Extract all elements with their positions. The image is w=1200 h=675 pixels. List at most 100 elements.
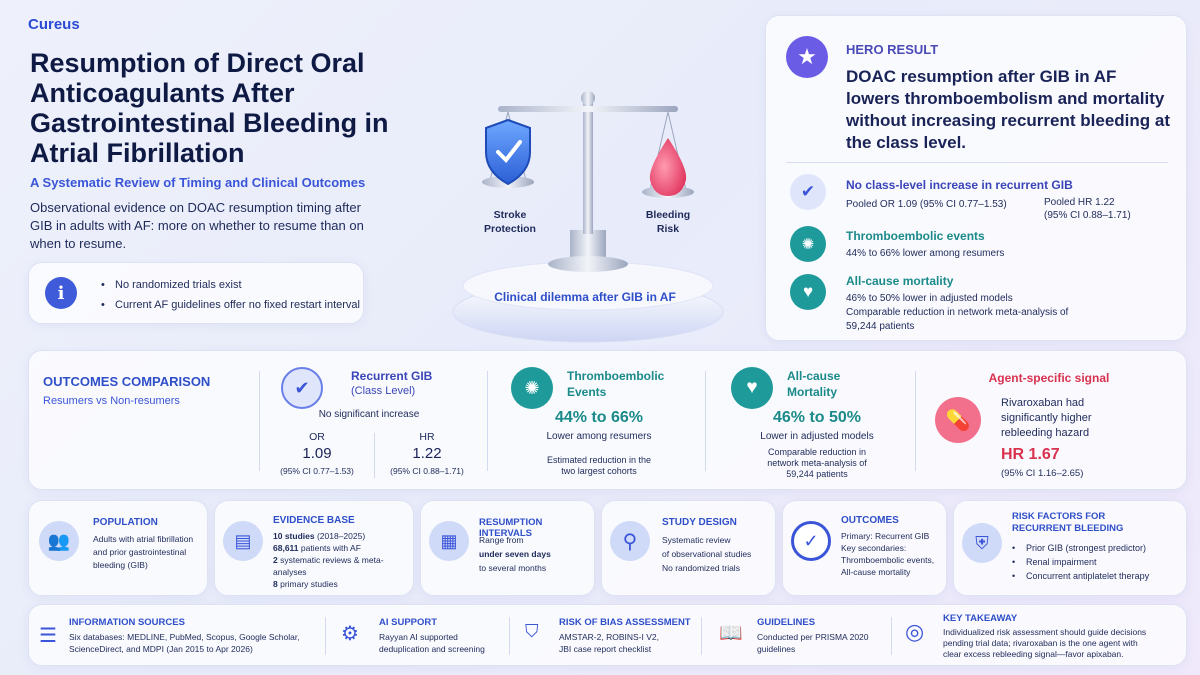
- evidence-card: ▤ EVIDENCE BASE 10 studies (2018–2025) 6…: [214, 500, 414, 596]
- sources-line: Six databases: MEDLINE, PubMed, Scopus, …: [69, 632, 300, 642]
- page-title: Resumption of Direct Oral Anticoagulants…: [30, 48, 389, 168]
- hero-item-text: 46% to 50% lower in adjusted models: [846, 293, 1013, 304]
- outcomes-summary-line: All-cause mortality: [841, 567, 911, 577]
- risk-title: RISK FACTORS FOR: [1012, 511, 1106, 522]
- thrombo-note: Lower among resumers: [546, 431, 652, 442]
- bias-line: JBI case report checklist: [559, 644, 652, 654]
- design-line: Systematic review: [662, 535, 731, 545]
- agent-text: significantly higher: [1001, 412, 1092, 424]
- hr-ci: (95% CI 0.88–1.71): [390, 466, 464, 476]
- robot-icon: ⚙: [341, 623, 359, 645]
- hero-item-aside: (95% CI 0.88–1.71): [1044, 210, 1131, 221]
- info-icon: i: [45, 277, 77, 309]
- scale-illustration: Stroke Protection Bleeding Risk Clinical…: [420, 80, 750, 350]
- mortality-value: 46% to 50%: [772, 409, 862, 426]
- mortality-sub: Comparable reduction in: [767, 447, 867, 457]
- bleeding-label: Bleeding: [645, 209, 691, 221]
- database-icon: ☰: [39, 625, 57, 647]
- outcomes-heading: OUTCOMES COMPARISON: [43, 374, 211, 389]
- check-circle-icon: ✓: [791, 521, 831, 561]
- design-card: ⚲ STUDY DESIGN Systematic review of obse…: [601, 500, 776, 596]
- outcomes-summary-card: ✓ OUTCOMES Primary: Recurrent GIB Key se…: [782, 500, 947, 596]
- mortality-sub: network meta-analysis of: [767, 458, 867, 468]
- methods-strip: ☰ INFORMATION SOURCES Six databases: MED…: [28, 604, 1187, 666]
- hero-item-text: Comparable reduction in network meta-ana…: [846, 307, 1069, 318]
- design-line: No randomized trials: [662, 563, 740, 573]
- scale-caption: Clinical dilemma after GIB in AF: [494, 290, 676, 304]
- brain-icon: ✺: [790, 226, 826, 262]
- evidence-count: 2: [273, 555, 278, 565]
- risk-item: Renal impairment: [1012, 555, 1149, 569]
- recurrent-note: No significant increase: [318, 409, 420, 420]
- outcomes-summary-line: Primary: Recurrent GIB: [841, 531, 930, 541]
- agent-text: rebleeding hazard: [1001, 427, 1090, 439]
- risk-title: RECURRENT BLEEDING: [1012, 523, 1124, 534]
- design-title: STUDY DESIGN: [662, 517, 737, 528]
- intervals-line: to several months: [479, 563, 547, 573]
- info-item: No randomized trials exist: [101, 275, 360, 295]
- thrombo-sub: Estimated reduction in the: [546, 455, 652, 465]
- hr-label: HR: [419, 431, 435, 443]
- risk-item: Prior GIB (strongest predictor): [1012, 541, 1149, 555]
- evidence-line: patients with AF: [298, 543, 361, 553]
- evidence-count: 10 studies: [273, 531, 315, 541]
- population-line: bleeding (GIB): [93, 560, 148, 570]
- bleeding-label: Risk: [656, 223, 680, 235]
- brain-icon: ✺: [511, 367, 553, 409]
- bias-title: RISK OF BIAS ASSESSMENT: [559, 617, 691, 628]
- heart-icon: ♥: [731, 367, 773, 409]
- intervals-title: RESUMPTION INTERVALS: [479, 517, 543, 539]
- population-line: Adults with atrial fibrillation: [93, 534, 194, 544]
- outcomes-subheading: Resumers vs Non-resumers: [43, 395, 180, 407]
- bias-line: AMSTAR-2, ROBINS-I V2,: [559, 632, 659, 642]
- takeaway-line: Individualized risk assessment should gu…: [943, 627, 1147, 637]
- outcomes-summary-title: OUTCOMES: [841, 515, 899, 526]
- evidence-line: primary studies: [277, 579, 338, 589]
- stroke-label: Stroke: [493, 209, 527, 221]
- risk-item: Concurrent antiplatelet therapy: [1012, 569, 1149, 583]
- hero-result-card: ★ HERO RESULT DOAC resumption after GIB …: [765, 15, 1187, 341]
- target-icon: ◎: [905, 619, 925, 644]
- guidelines-title: GUIDELINES: [757, 617, 816, 628]
- design-line: of observational studies: [662, 549, 752, 559]
- hero-item-title: All-cause mortality: [846, 274, 954, 288]
- or-label: OR: [309, 431, 325, 443]
- hero-item-aside: Pooled HR 1.22: [1044, 197, 1115, 208]
- mortality-title: Mortality: [787, 385, 838, 399]
- or-value: 1.09: [302, 445, 332, 462]
- hero-item-text: 44% to 66% lower among resumers: [846, 248, 1005, 259]
- ai-line: Rayyan AI supported: [379, 632, 458, 642]
- document-icon: ▤: [223, 521, 263, 561]
- info-box: i No randomized trials exist Current AF …: [28, 262, 364, 324]
- book-icon: 📖: [719, 623, 743, 644]
- evidence-title: EVIDENCE BASE: [273, 515, 355, 526]
- hero-heading: HERO RESULT: [846, 42, 939, 57]
- agent-text: Rivaroxaban had: [1001, 397, 1085, 409]
- people-icon: 👥: [39, 521, 79, 561]
- intervals-line: under seven days: [479, 549, 551, 559]
- thrombo-value: 44% to 66%: [554, 409, 644, 426]
- stroke-label: Protection: [484, 223, 536, 235]
- thrombo-sub: two largest cohorts: [561, 466, 637, 476]
- recurrent-title: (Class Level): [351, 385, 416, 397]
- thrombo-title: Events: [567, 385, 607, 399]
- evidence-count: 68,611: [273, 543, 299, 553]
- mortality-sub: 59,244 patients: [786, 469, 848, 479]
- agent-value: HR 1.67: [1001, 446, 1060, 463]
- sources-title: INFORMATION SOURCES: [69, 617, 185, 628]
- hero-statement: DOAC resumption after GIB in AF lowers t…: [846, 67, 1170, 152]
- hero-item-title: No class-level increase in recurrent GIB: [846, 178, 1073, 192]
- shield-icon: ⛨: [962, 523, 1002, 563]
- guidelines-line: guidelines: [757, 644, 796, 654]
- ai-line: deduplication and screening: [379, 644, 485, 654]
- page-subtitle: A Systematic Review of Timing and Clinic…: [30, 175, 366, 190]
- thrombo-title: Thromboembolic: [567, 369, 665, 383]
- guidelines-line: Conducted per PRISMA 2020: [757, 632, 869, 642]
- agent-title: Agent-specific signal: [988, 371, 1110, 385]
- agent-ci: (95% CI 1.16–2.65): [1001, 468, 1084, 479]
- brand-logo: Cureus: [28, 16, 80, 33]
- evidence-line: (2018–2025): [314, 531, 366, 541]
- calendar-icon: ▦: [429, 521, 469, 561]
- info-item: Current AF guidelines offer no fixed res…: [101, 295, 360, 315]
- intervals-line: Range from: [479, 535, 524, 545]
